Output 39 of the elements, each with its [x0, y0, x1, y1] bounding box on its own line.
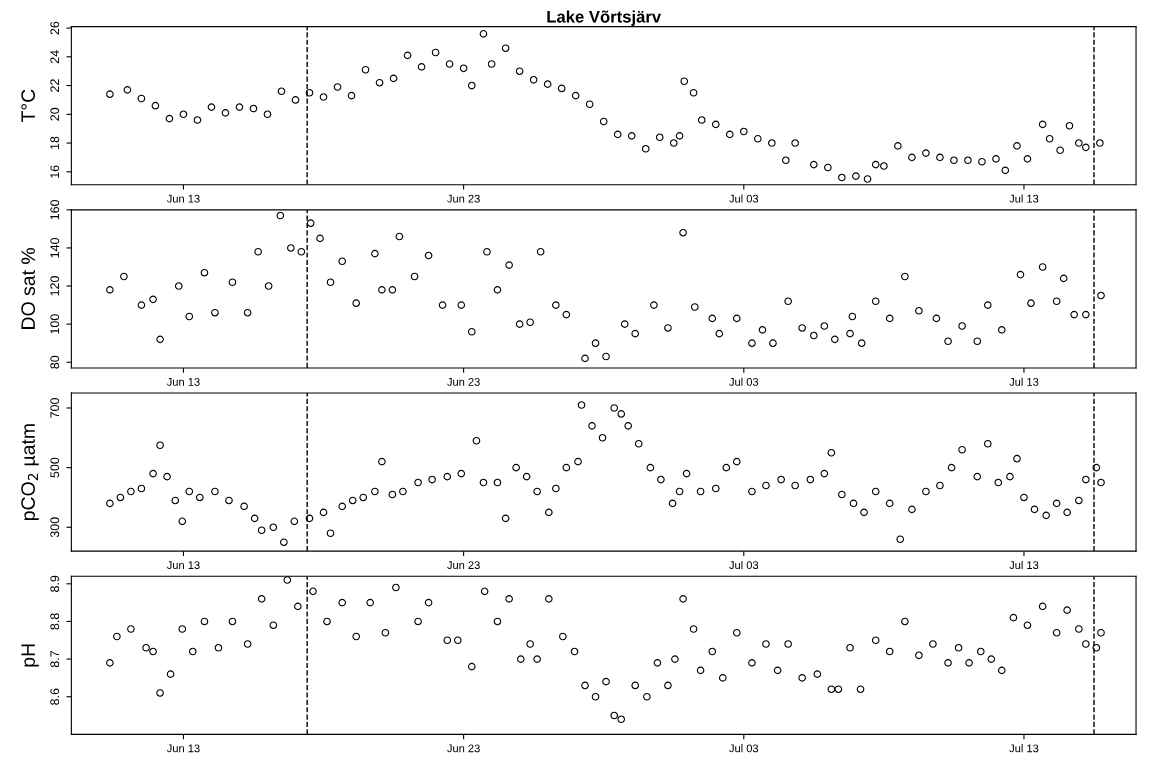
y-axis-title: pCO$_{2}$ µatm: [21, 424, 39, 521]
y-tick-label: 8.8: [50, 613, 60, 630]
x-tick-label: Jun 23: [447, 194, 480, 203]
y-tick-label: 8.6: [50, 688, 60, 705]
x-tick-label: Jul 13: [1009, 377, 1039, 386]
y-tick-label: 18: [50, 136, 60, 150]
y-tick-label: 120: [50, 276, 60, 296]
y-axis-title: T°C: [21, 89, 36, 123]
x-tick-label: Jun 23: [447, 561, 480, 570]
x-tick-label: Jul 03: [729, 744, 759, 753]
x-tick-label: Jun 23: [447, 377, 480, 386]
y-axis-title: DO sat %: [21, 247, 36, 329]
y-tick-label: 140: [50, 238, 60, 258]
x-tick-label: Jun 23: [447, 744, 480, 753]
y-tick-label: 100: [50, 314, 60, 334]
y-tick-label: 8.7: [50, 651, 60, 668]
x-tick-label: Jul 03: [729, 560, 759, 570]
chart-title: Lake Võrtsjärv: [547, 10, 662, 26]
x-tick-label: Jul 13: [1009, 744, 1039, 753]
x-tick-label: Jul 13: [1009, 560, 1039, 570]
y-tick-label: 8.9: [50, 575, 60, 592]
y-tick-label: 20: [50, 107, 60, 121]
x-tick-label: Jun 13: [166, 194, 200, 203]
x-tick-label: Jul 13: [1009, 194, 1039, 203]
y-tick-label: 160: [50, 199, 60, 220]
x-tick-label: Jun 13: [166, 744, 200, 753]
y-tick-label: 80: [50, 355, 60, 369]
x-tick-label: Jun 13: [166, 561, 200, 570]
y-tick-label: 700: [50, 398, 60, 418]
y-tick-label: 500: [50, 457, 60, 478]
x-tick-label: Jul 03: [729, 194, 759, 203]
x-tick-label: Jul 03: [729, 377, 759, 386]
y-tick-label: 300: [50, 517, 60, 538]
y-tick-label: 22: [50, 79, 60, 92]
x-tick-label: Jun 13: [166, 377, 200, 386]
y-tick-label: 26: [50, 21, 60, 35]
y-tick-label: 24: [50, 50, 60, 64]
y-axis-title: pH: [21, 644, 39, 667]
y-tick-label: 16: [50, 165, 60, 178]
